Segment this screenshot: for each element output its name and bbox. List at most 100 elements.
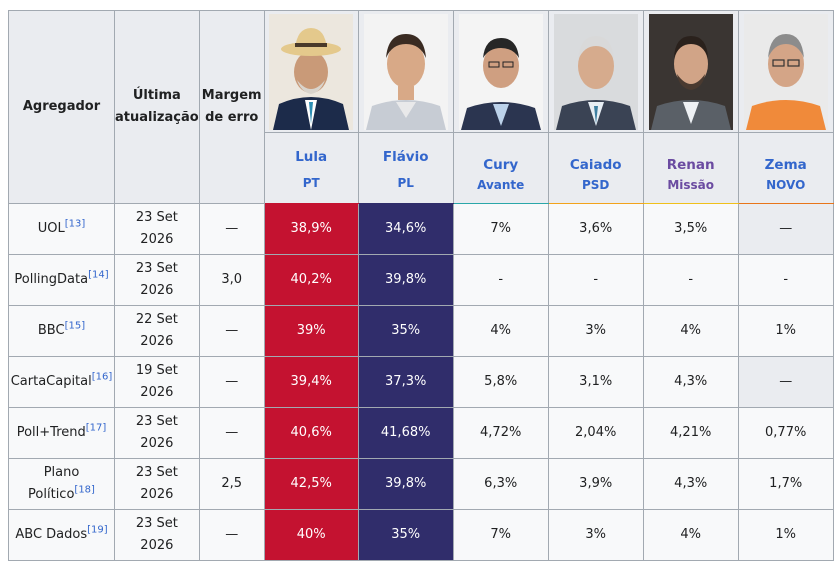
candidate-name-link[interactable]: Cury [483,156,519,173]
table-row: Poll+Trend[17] 23 Set 2026 — 40,6% 41,68%… [8,407,834,459]
date-cell: 23 Set 2026 [114,407,200,459]
margin-cell: — [198,203,265,255]
date-year: 2026 [140,385,174,400]
lula-value: 39% [263,305,359,357]
reference-link[interactable]: [13] [64,218,86,230]
candidate-party-link[interactable]: Missão [667,177,715,192]
renan-portrait[interactable] [648,13,733,130]
candidate-name-link[interactable]: Zema [764,156,807,173]
caiado-value: 3,6% [547,203,644,255]
candidate-party-link[interactable]: PL [397,175,414,190]
date-day: 22 Set [135,312,178,327]
caiado-value: 3% [547,509,644,561]
photo-cell-renan [642,10,739,133]
renan-value: - [642,254,739,306]
aggregator-name-line2[interactable]: Político [28,487,75,502]
caiado-value: 2,04% [547,407,644,459]
renan-value: 4% [642,305,739,357]
date-cell: 23 Set 2026 [114,254,200,306]
date-year: 2026 [140,283,174,298]
aggregator-name[interactable]: Poll+Trend [16,425,86,440]
aggregator-cell[interactable]: BBC[15] [8,305,115,357]
date-cell: 22 Set 2026 [114,305,200,357]
aggregator-name[interactable]: ABC Dados [15,527,88,542]
margin-cell: — [198,407,265,459]
candidate-name-link[interactable]: Flávio [382,148,429,165]
candidate-header-renan: Renan Missão [642,132,739,204]
aggregator-cell[interactable]: CartaCapital[16] [8,356,115,408]
zema-portrait[interactable] [743,13,828,130]
flavio-value: 41,68% [357,407,454,459]
cury-value: 4% [452,305,549,357]
candidate-party-link[interactable]: PT [302,175,320,190]
lula-value: 38,9% [263,203,359,255]
aggregator-name[interactable]: CartaCapital [10,374,92,389]
margin-cell: — [198,356,265,408]
renan-value: 4,21% [642,407,739,459]
table-row: BBC[15] 22 Set 2026 — 39% 35% 4% 3% 4% 1% [8,305,834,357]
flavio-value: 35% [357,305,454,357]
reference-link[interactable]: [19] [87,524,108,536]
renan-value: 3,5% [642,203,739,255]
aggregator-name[interactable]: PollingData [14,272,89,287]
caiado-value: - [547,254,644,306]
candidate-name-link[interactable]: Renan [666,156,715,173]
table-row: CartaCapital[16] 19 Set 2026 — 39,4% 37,3… [8,356,834,408]
candidate-header-zema: Zema NOVO [737,132,834,204]
date-day: 23 Set [135,516,178,531]
candidate-name-link[interactable]: Caiado [569,156,622,173]
date-year: 2026 [140,436,174,451]
header-last-update-line1: Última [132,88,181,103]
lula-value: 40,6% [263,407,359,459]
photo-cell-zema [737,10,834,133]
aggregator-cell[interactable]: Plano Político[18] [8,458,115,510]
date-cell: 23 Set 2026 [114,458,200,510]
candidate-party-link[interactable]: Avante [477,177,525,192]
cury-value: 7% [452,203,549,255]
candidate-header-lula: Lula PT [263,132,359,204]
aggregator-cell[interactable]: Poll+Trend[17] [8,407,115,459]
reference-link[interactable]: [17] [85,422,107,434]
reference-link[interactable]: [14] [88,269,109,281]
lula-value: 39,4% [263,356,359,408]
polling-table: Agregador Última atualização Margem de err… [8,10,834,561]
margin-cell: — [198,509,265,561]
flavio-value: 39,8% [357,254,454,306]
renan-value: 4,3% [642,356,739,408]
aggregator-name[interactable]: Plano [43,465,80,480]
aggregator-name[interactable]: BBC [37,323,65,338]
caiado-value: 3% [547,305,644,357]
photo-cell-caiado [547,10,644,133]
reference-link[interactable]: [15] [64,320,86,332]
lula-portrait[interactable] [269,13,354,130]
aggregator-cell[interactable]: PollingData[14] [8,254,115,306]
candidate-party-link[interactable]: NOVO [766,177,806,192]
date-year: 2026 [140,334,174,349]
date-cell: 23 Set 2026 [114,203,200,255]
date-day: 23 Set [135,414,178,429]
caiado-value: 3,1% [547,356,644,408]
renan-value: 4% [642,509,739,561]
candidate-header-cury: Cury Avante [452,132,549,204]
caiado-value: 3,9% [547,458,644,510]
flavio-value: 34,6% [357,203,454,255]
reference-link[interactable]: [18] [74,484,95,496]
lula-value: 42,5% [263,458,359,510]
candidate-party-link[interactable]: PSD [581,177,610,192]
date-cell: 23 Set 2026 [114,509,200,561]
aggregator-cell[interactable]: UOL[13] [8,203,115,255]
header-aggregator: Agregador [8,10,115,204]
margin-cell: 3,0 [198,254,265,306]
zema-value: 0,77% [737,407,834,459]
cury-value: - [452,254,549,306]
reference-link[interactable]: [16] [91,371,113,383]
date-cell: 19 Set 2026 [114,356,200,408]
flavio-value: 39,8% [357,458,454,510]
caiado-portrait[interactable] [553,13,638,130]
flavio-portrait[interactable] [363,13,448,130]
aggregator-name[interactable]: UOL [37,221,65,236]
header-last-update: Última atualização [114,10,200,204]
aggregator-cell[interactable]: ABC Dados[19] [8,509,115,561]
candidate-name-link[interactable]: Lula [295,148,328,165]
cury-portrait[interactable] [458,13,543,130]
